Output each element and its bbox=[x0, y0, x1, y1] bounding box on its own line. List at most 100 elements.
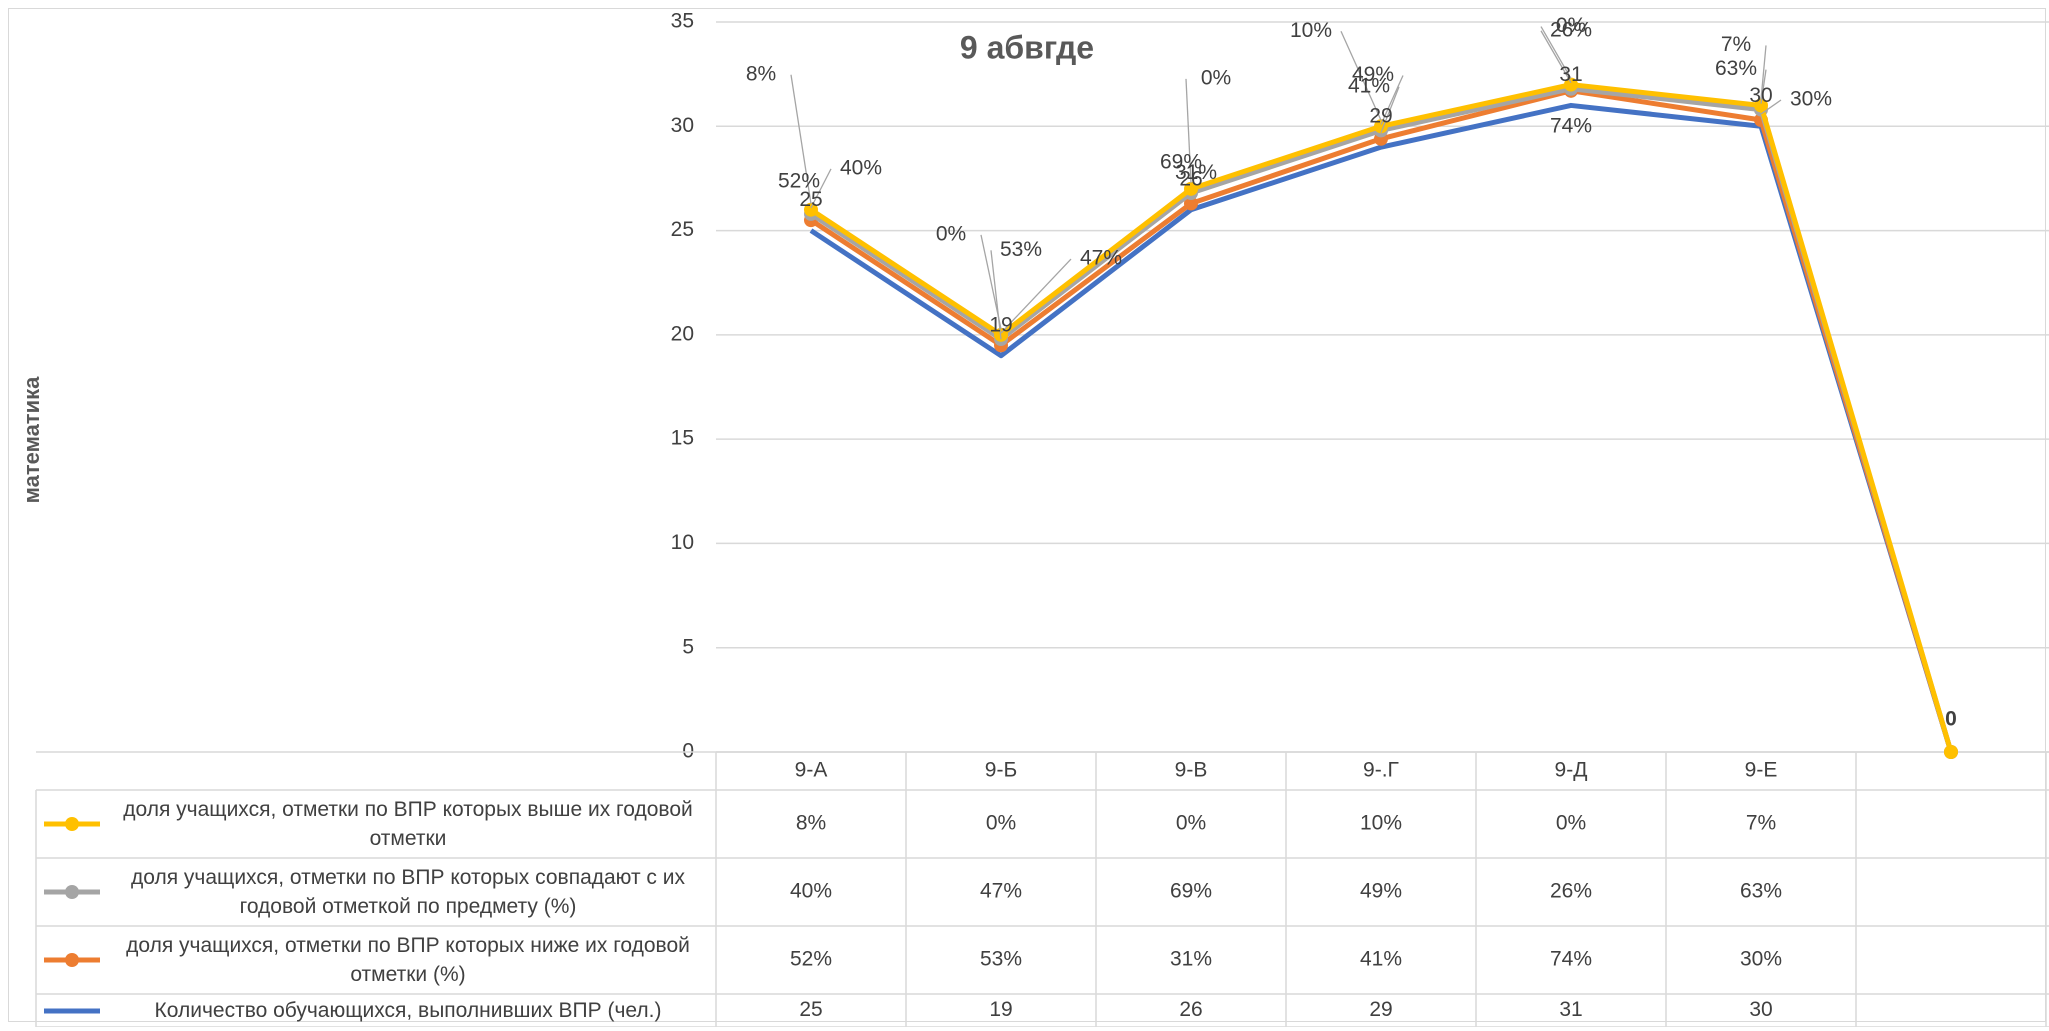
data-label: 26% bbox=[1550, 18, 1592, 41]
table-cell: 40% bbox=[790, 880, 832, 903]
table-cell: 26 bbox=[1179, 998, 1202, 1021]
legend-item: доля учащихся, отметки по ВПР которых вы… bbox=[38, 790, 714, 858]
x-tick-label: 9-В bbox=[1175, 759, 1208, 782]
data-label: 10% bbox=[1290, 19, 1332, 42]
data-point bbox=[804, 202, 818, 217]
legend-item: Количество обучающихся, выполнивших ВПР … bbox=[38, 994, 714, 1027]
table-cell: 31 bbox=[1559, 998, 1582, 1021]
data-label: 53% bbox=[1000, 238, 1042, 261]
data-point bbox=[1944, 745, 1958, 759]
x-tick-label: 9-А bbox=[795, 759, 828, 782]
table-cell: 49% bbox=[1360, 880, 1402, 903]
legend-item: доля учащихся, отметки по ВПР которых со… bbox=[38, 858, 714, 926]
data-label: 0% bbox=[936, 222, 966, 245]
legend-swatch bbox=[44, 817, 100, 831]
leader-line bbox=[1760, 69, 1767, 104]
y-tick-label: 20 bbox=[671, 322, 694, 345]
x-tick-label: 9-Б bbox=[985, 759, 1017, 782]
data-point bbox=[1754, 98, 1768, 113]
y-tick-label: 35 bbox=[671, 10, 694, 33]
legend-swatch bbox=[44, 953, 100, 967]
table-cell: 52% bbox=[790, 948, 832, 971]
legend-label: доля учащихся, отметки по ВПР которых со… bbox=[131, 865, 685, 918]
data-label: 0% bbox=[1556, 14, 1586, 37]
data-label: 31 bbox=[1559, 63, 1582, 86]
y-tick-label: 0 bbox=[682, 740, 694, 763]
table-cell: 69% bbox=[1170, 880, 1212, 903]
x-tick-label: 9-Е bbox=[1745, 759, 1778, 782]
table-cell: 0% bbox=[1556, 812, 1586, 835]
y-tick-label: 30 bbox=[671, 114, 694, 137]
data-label: 26 bbox=[1179, 167, 1202, 190]
data-label: 25 bbox=[799, 188, 822, 211]
table-cell: 29 bbox=[1369, 998, 1392, 1021]
table-cell: 74% bbox=[1550, 948, 1592, 971]
data-label: 47% bbox=[1080, 247, 1122, 270]
leader-line bbox=[1760, 99, 1782, 115]
y-tick-label: 25 bbox=[671, 218, 694, 241]
table-cell: 30% bbox=[1740, 948, 1782, 971]
data-point bbox=[1184, 181, 1198, 196]
data-label: 0 bbox=[1945, 708, 1957, 731]
data-label: 40% bbox=[840, 156, 882, 179]
legend-label: доля учащихся, отметки по ВПР которых вы… bbox=[123, 797, 693, 850]
table-cell: 63% bbox=[1740, 880, 1782, 903]
legend-label: Количество обучающихся, выполнивших ВПР … bbox=[154, 998, 662, 1022]
legend-swatch bbox=[44, 885, 100, 899]
table-cell: 19 bbox=[989, 998, 1012, 1021]
chart-title: 9 абвгде bbox=[960, 29, 1094, 65]
x-tick-label: 9-Д bbox=[1555, 759, 1588, 782]
data-label: 41% bbox=[1348, 74, 1390, 97]
data-point bbox=[1184, 196, 1198, 211]
leader-line bbox=[1380, 75, 1404, 125]
data-label: 52% bbox=[778, 170, 820, 193]
y-tick-label: 15 bbox=[671, 427, 694, 450]
data-label: 31% bbox=[1175, 161, 1217, 184]
data-label: 74% bbox=[1550, 114, 1592, 137]
table-cell: 7% bbox=[1746, 812, 1776, 835]
leader-line bbox=[790, 74, 812, 204]
table-cell: 8% bbox=[796, 812, 826, 835]
table-cell: 41% bbox=[1360, 948, 1402, 971]
data-label: 49% bbox=[1352, 63, 1394, 86]
leader-line bbox=[1340, 31, 1382, 121]
data-label: 63% bbox=[1715, 57, 1757, 80]
data-label: 8% bbox=[746, 62, 776, 85]
table-cell: 26% bbox=[1550, 880, 1592, 903]
y-tick-label: 10 bbox=[671, 531, 694, 554]
x-tick-label: 9-.Г bbox=[1363, 759, 1399, 782]
y-tick-label: 5 bbox=[682, 635, 694, 658]
series-line bbox=[809, 88, 1954, 753]
table-cell: 31% bbox=[1170, 948, 1212, 971]
table-cell: 30 bbox=[1749, 998, 1772, 1021]
legend-swatch bbox=[44, 1008, 100, 1013]
table-cell: 53% bbox=[980, 948, 1022, 971]
leader-line bbox=[1000, 258, 1072, 334]
leader-line bbox=[1540, 26, 1572, 79]
table-cell: 0% bbox=[1176, 812, 1206, 835]
table-cell: 25 bbox=[799, 998, 822, 1021]
leader-line bbox=[1540, 30, 1572, 84]
data-label: 69% bbox=[1160, 151, 1202, 174]
chart-frame bbox=[8, 8, 2046, 1022]
leader-line bbox=[1380, 86, 1400, 134]
data-label: 29 bbox=[1369, 105, 1392, 128]
leader-line bbox=[1760, 45, 1767, 100]
legend-item: доля учащихся, отметки по ВПР которых ни… bbox=[38, 926, 714, 994]
leader-line bbox=[810, 168, 832, 209]
data-label: 19 bbox=[989, 313, 1012, 336]
table-cell: 47% bbox=[980, 880, 1022, 903]
leader-line bbox=[1185, 78, 1192, 183]
data-label: 30% bbox=[1790, 88, 1832, 111]
legend-label: доля учащихся, отметки по ВПР которых ни… bbox=[126, 933, 690, 986]
table-cell: 0% bbox=[986, 812, 1016, 835]
data-label: 30 bbox=[1749, 84, 1772, 107]
table-cell: 10% bbox=[1360, 812, 1402, 835]
data-label: 7% bbox=[1721, 33, 1751, 56]
leader-line bbox=[990, 250, 1002, 340]
data-label: 0% bbox=[1201, 66, 1231, 89]
data-point bbox=[1564, 77, 1578, 92]
series-line bbox=[809, 102, 1954, 753]
